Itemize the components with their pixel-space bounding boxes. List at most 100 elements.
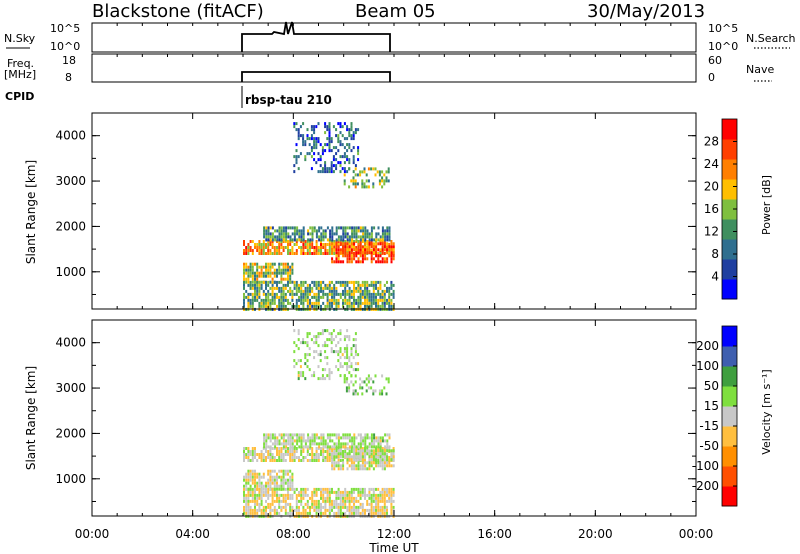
echo-cell [311, 235, 314, 239]
echo-cell [366, 304, 369, 308]
echo-cell [247, 280, 250, 284]
echo-cell [321, 377, 324, 381]
echo-cell [392, 254, 395, 258]
echo-cell [243, 292, 245, 296]
echo-cell [315, 137, 318, 141]
echo-cell [355, 458, 358, 462]
echo-cell [322, 286, 325, 290]
echo-cell [247, 472, 250, 476]
echo-cell [317, 332, 320, 336]
echo-cell [368, 455, 371, 459]
echo-cell [353, 433, 356, 437]
echo-cell [280, 493, 283, 497]
echo-cell [335, 146, 338, 150]
echo-cell [372, 245, 375, 249]
echo-cell [381, 464, 384, 468]
echo-cell [265, 447, 267, 450]
echo-cell [269, 304, 272, 308]
echo-cell [256, 283, 259, 287]
echo-cell [247, 496, 250, 500]
echo-cell [390, 286, 393, 290]
echo-cell [324, 496, 327, 500]
echo-cell [271, 283, 274, 287]
echo-cell [354, 179, 357, 183]
echo-cell [359, 251, 362, 255]
echo-cell [284, 271, 287, 275]
echo-cell [352, 344, 355, 348]
echo-cell [247, 277, 250, 281]
echo-cell [317, 286, 320, 290]
echo-cell [265, 252, 267, 255]
echo-cell [339, 170, 342, 174]
echo-cell [350, 380, 353, 384]
echo-cell [355, 464, 358, 468]
echo-cell [260, 490, 263, 494]
echo-cell [322, 453, 325, 456]
echo-cell [352, 389, 355, 393]
echo-cell [359, 238, 362, 242]
echo-cell [267, 433, 270, 437]
echo-cell [243, 475, 245, 479]
echo-cell [265, 505, 267, 509]
echo-region-0 [293, 329, 360, 381]
echo-cell [307, 445, 310, 449]
echo-cell [388, 449, 391, 453]
echo-cell [348, 356, 351, 360]
echo-cell [310, 146, 313, 150]
echo-cell [254, 475, 256, 479]
echo-cell [366, 493, 369, 497]
echo-cell [289, 301, 292, 305]
echo-cell [306, 240, 309, 243]
echo-cell [355, 447, 358, 450]
echo-cell [285, 235, 288, 239]
echo-cell [337, 445, 340, 449]
echo-cell [330, 149, 333, 153]
echo-cell [324, 341, 327, 345]
echo-cell [309, 439, 312, 443]
echo-cell [331, 449, 334, 453]
echo-cell [322, 447, 325, 450]
echo-cell [346, 170, 349, 174]
echo-cell [273, 469, 276, 473]
echo-cell [269, 511, 272, 515]
echo-cell [392, 257, 395, 261]
echo-cell [324, 459, 327, 462]
echo-cell [245, 499, 248, 503]
echo-cell [381, 295, 384, 299]
echo-cell [359, 173, 362, 177]
echo-cell [289, 502, 292, 506]
echo-cell [372, 508, 375, 512]
echo-cell [291, 226, 294, 230]
echo-cell [381, 185, 384, 189]
echo-cell [361, 295, 364, 299]
echo-cell [348, 295, 351, 299]
echo-cell [309, 240, 311, 243]
echo-cell [342, 301, 344, 305]
echo-cell [269, 436, 272, 440]
echo-cell [254, 262, 256, 266]
echo-cell [299, 374, 302, 378]
echo-cell [320, 246, 322, 249]
echo-cell [306, 295, 309, 299]
velocity-data-layer [243, 329, 395, 518]
colorbar-segment [722, 486, 737, 507]
echo-cell [262, 249, 265, 252]
echo-cell [260, 274, 263, 278]
echo-cell [329, 232, 332, 236]
echo-cell [293, 450, 296, 453]
echo-cell [247, 249, 250, 252]
echo-cell [357, 433, 360, 437]
echo-cell [355, 436, 358, 440]
echo-cell [375, 505, 377, 509]
echo-cell [247, 274, 250, 278]
echo-cell [328, 134, 331, 138]
echo-cell [280, 456, 283, 459]
echo-cell [302, 246, 305, 249]
echo-cell [269, 286, 272, 290]
echo-cell [365, 185, 368, 189]
echo-cell [276, 447, 278, 450]
echo-cell [251, 450, 254, 453]
echo-cell [337, 298, 340, 302]
echo-cell [282, 475, 285, 479]
echo-cell [265, 487, 267, 491]
